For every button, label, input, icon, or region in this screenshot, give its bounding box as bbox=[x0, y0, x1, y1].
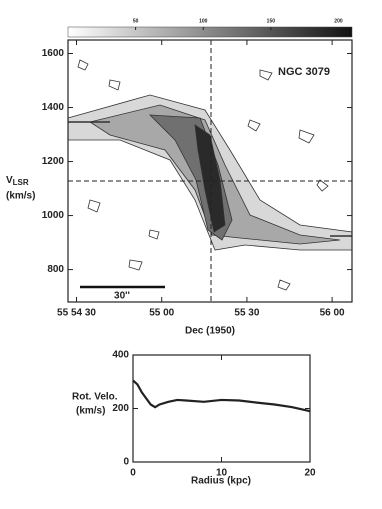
colorbar-tick-label: 200 bbox=[334, 18, 343, 24]
y-axis-label: Rot. Velo. bbox=[72, 392, 118, 403]
colorbar-tick-label: 50 bbox=[133, 18, 139, 24]
x-tick-label: 0 bbox=[130, 468, 136, 479]
colorbar-tick-label: 100 bbox=[199, 18, 208, 24]
y-tick-label: 1000 bbox=[42, 210, 65, 221]
y-axis-unit: (km/s) bbox=[76, 406, 105, 417]
contour-image bbox=[67, 59, 353, 291]
y-tick-label: 800 bbox=[47, 264, 64, 275]
object-label: NGC 3079 bbox=[278, 66, 330, 78]
y-axis-label: VLSR bbox=[6, 175, 29, 187]
y-tick-label: 200 bbox=[112, 403, 129, 414]
x-tick-label: 56 00 bbox=[320, 308, 345, 319]
colorbar bbox=[67, 26, 353, 38]
y-tick-label: 1400 bbox=[42, 102, 65, 113]
x-axis-label: Radius (kpc) bbox=[191, 476, 251, 487]
x-axis-label: Dec (1950) bbox=[185, 326, 235, 337]
y-tick-label: 1600 bbox=[42, 48, 65, 59]
colorbar-tick-label: 150 bbox=[267, 18, 276, 24]
plot-frame bbox=[132, 354, 311, 463]
x-tick-label: 55 30 bbox=[234, 308, 259, 319]
x-tick-label: 10 bbox=[216, 468, 228, 479]
plot-frame bbox=[67, 39, 353, 303]
x-tick-label: 55 54 30 bbox=[57, 308, 96, 319]
y-label-sub: LSR bbox=[13, 178, 29, 187]
y-label-main: V bbox=[6, 175, 13, 186]
y-tick-label: 400 bbox=[112, 350, 129, 361]
rotation-curve bbox=[132, 379, 311, 413]
x-tick-label: 20 bbox=[304, 468, 316, 479]
scale-bar-label: 30'' bbox=[114, 291, 130, 302]
y-axis-unit: (km/s) bbox=[6, 191, 35, 202]
x-tick-label: 55 00 bbox=[149, 308, 174, 319]
y-tick-label: 1200 bbox=[42, 156, 65, 167]
y-tick-label: 0 bbox=[123, 457, 129, 468]
